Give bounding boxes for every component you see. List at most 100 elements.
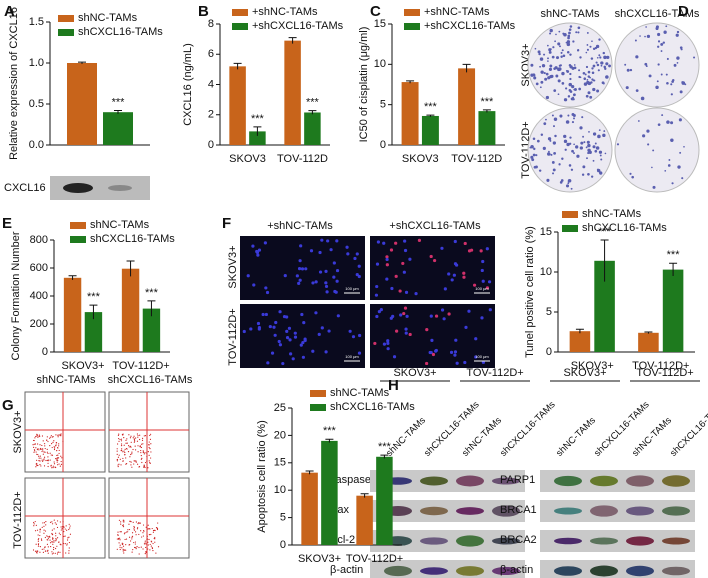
nucleus [301, 355, 305, 359]
colony [540, 133, 544, 136]
event [135, 534, 137, 536]
event [36, 459, 38, 461]
y-tick-label: 5 [380, 99, 386, 111]
colony [547, 44, 549, 47]
colony [565, 69, 568, 72]
nucleus [373, 341, 377, 346]
bar [84, 312, 103, 352]
event [45, 520, 47, 523]
event [55, 540, 57, 542]
colony [539, 65, 542, 68]
error-bar [68, 275, 77, 280]
event [50, 436, 52, 438]
error-bar [288, 37, 297, 44]
event [55, 444, 57, 446]
colony [566, 40, 571, 44]
event [46, 535, 48, 537]
event [44, 546, 46, 548]
y-tick-label: 10 [274, 484, 286, 496]
nucleus [302, 321, 306, 325]
event [49, 539, 51, 541]
event [138, 533, 140, 536]
nucleus [266, 361, 270, 365]
nucleus [469, 248, 474, 252]
event [64, 543, 66, 545]
colony [598, 38, 601, 41]
lane-label: shCXCL16-TAMs [498, 399, 558, 459]
event [140, 452, 142, 454]
significance: *** [424, 101, 438, 113]
event [129, 520, 131, 523]
event [51, 541, 53, 543]
event [57, 436, 59, 438]
event [141, 437, 144, 439]
legend-swatch [310, 390, 326, 397]
event [122, 457, 124, 460]
event [49, 521, 52, 523]
event [149, 543, 151, 546]
event [32, 549, 35, 551]
event [36, 464, 39, 466]
blot-label: CXCL16 [4, 182, 46, 194]
event [139, 438, 141, 441]
event [122, 519, 124, 521]
colony [561, 49, 564, 52]
blot-band [590, 565, 618, 577]
event [144, 553, 146, 555]
event [142, 548, 144, 550]
event [32, 444, 34, 446]
colony [660, 42, 664, 46]
nucleus [273, 333, 277, 337]
event [57, 457, 60, 459]
event [122, 524, 124, 527]
event [58, 443, 60, 445]
event [40, 538, 43, 540]
event [121, 448, 123, 450]
event [64, 535, 66, 537]
event [38, 455, 40, 457]
event [59, 434, 61, 436]
colony [586, 157, 588, 160]
event [35, 451, 37, 453]
colony [568, 164, 572, 167]
blot-band [456, 535, 484, 547]
event [129, 544, 131, 546]
event [117, 531, 119, 533]
event [145, 543, 147, 545]
event [135, 460, 137, 462]
nucleus [382, 342, 387, 346]
colony [582, 71, 586, 75]
nucleus [385, 257, 389, 262]
nucleus [425, 328, 429, 332]
nucleus [293, 331, 297, 335]
colony [560, 179, 564, 182]
event [121, 449, 123, 452]
event [131, 451, 133, 453]
colony [558, 64, 562, 67]
colony [567, 95, 571, 98]
colony [665, 73, 668, 76]
event [136, 546, 138, 548]
nucleus [297, 281, 301, 285]
colony [661, 114, 664, 117]
nucleus [433, 258, 437, 263]
nucleus [320, 326, 324, 330]
colony [567, 34, 571, 38]
colony [657, 40, 661, 43]
event [122, 526, 125, 528]
lane-label: shNC-TAMs [554, 415, 598, 459]
event [136, 528, 139, 530]
event [53, 540, 55, 542]
event [51, 467, 53, 469]
event [138, 522, 140, 524]
nucleus [394, 274, 398, 278]
legend-label: shCXCL16-TAMs [582, 222, 667, 234]
nucleus [403, 239, 407, 243]
nucleus [449, 350, 454, 354]
event [143, 453, 145, 455]
event [52, 548, 55, 551]
event [123, 552, 125, 554]
bar [662, 269, 684, 352]
event [147, 544, 149, 546]
colony [551, 161, 555, 164]
